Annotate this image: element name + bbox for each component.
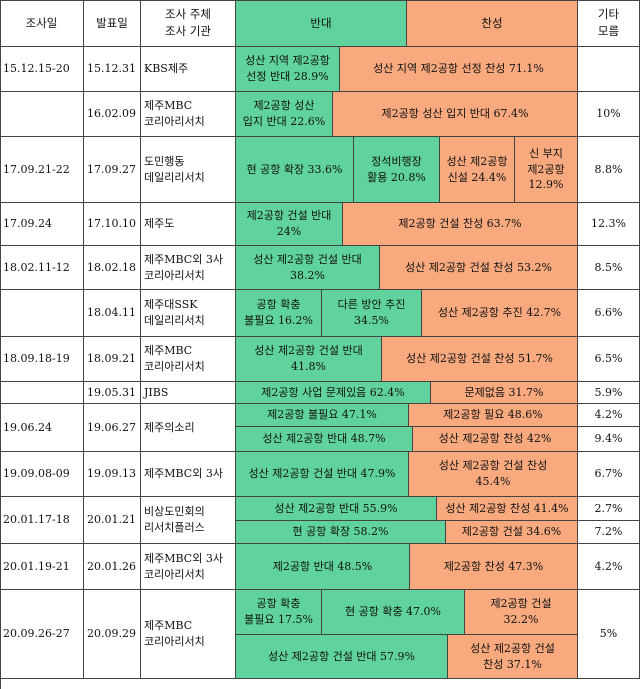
header-other: 기타 모름 [578, 0, 640, 47]
support-segment: 제2공항 건설 32.2% [465, 590, 578, 635]
other-value: 7.2% [578, 521, 640, 544]
survey-date: 18.02.11-12 [0, 246, 84, 290]
oppose-segment: 성산 지역 제2공항 선정 반대 28.9% [236, 47, 340, 92]
oppose-segment: 성산 제2공항 건설 반대 41.8% [236, 337, 382, 382]
org: JIBS [141, 382, 236, 404]
oppose-segment: 성산 제2공항 건설 반대 38.2% [236, 246, 380, 290]
oppose-segment: 성산 제2공항 반대 55.9% [236, 497, 437, 521]
survey-date: 17.09.21-22 [0, 137, 84, 203]
support-segment: 성산 제2공항 건설 찬성 51.7% [382, 337, 578, 382]
support-segment: 신 부지 제2공항 12.9% [515, 137, 578, 203]
pub-date: 19.06.27 [84, 404, 141, 452]
pub-date: 20.09.29 [84, 590, 141, 679]
org: 제주도 [141, 203, 236, 246]
other-value: 5% [578, 590, 640, 679]
oppose-segment: 정석비행장 활용 20.8% [354, 137, 440, 203]
oppose-segment: 제2공항 불필요 47.1% [236, 404, 409, 427]
other-value: 6.6% [578, 290, 640, 337]
support-segment: 제2공항 찬성 47.3% [410, 544, 578, 590]
support-segment: 성산 제2공항 찬성 42% [413, 427, 578, 452]
org: KBS제주 [141, 47, 236, 92]
oppose-segment: 성산 제2공항 건설 반대 57.9% [236, 635, 448, 679]
support-segment: 성산 제2공항 건설 찬성 37.1% [448, 635, 578, 679]
support-segment: 문제없음 31.7% [431, 382, 578, 404]
org: 제주MBC외 3사 코리아리서치 [141, 544, 236, 590]
pub-date: 17.10.10 [84, 203, 141, 246]
pub-date: 20.01.26 [84, 544, 141, 590]
pub-date: 18.02.18 [84, 246, 141, 290]
survey-date: 18.09.18-19 [0, 337, 84, 382]
org: 제주MBC 코리아리서치 [141, 337, 236, 382]
support-segment: 성산 제2공항 건설 찬성 53.2% [380, 246, 578, 290]
header-oppose: 반대 [236, 0, 407, 47]
org: 제주MBC외 3사 [141, 452, 236, 497]
oppose-segment: 제2공항 사업 문제있음 62.4% [236, 382, 431, 404]
survey-date [0, 382, 84, 404]
survey-date: 17.09.24 [0, 203, 84, 246]
survey-date [0, 290, 84, 337]
org: 제주대SSK 데일리리서치 [141, 290, 236, 337]
support-segment: 성산 지역 제2공항 선정 찬성 71.1% [340, 47, 578, 92]
other-value: 8.8% [578, 137, 640, 203]
oppose-segment: 제2공항 성산 입지 반대 22.6% [236, 92, 333, 137]
oppose-segment: 공항 확충 불필요 17.5% [236, 590, 322, 635]
pub-date: 18.04.11 [84, 290, 141, 337]
other-value: 4.2% [578, 404, 640, 427]
survey-date: 20.01.19-21 [0, 544, 84, 590]
other-value: 10% [578, 92, 640, 137]
oppose-segment: 현 공항 확충 47.0% [322, 590, 465, 635]
oppose-segment: 성산 제2공항 반대 48.7% [236, 427, 413, 452]
support-segment: 제2공항 성산 입지 반대 67.4% [333, 92, 578, 137]
other-value: 9.4% [578, 427, 640, 452]
support-segment: 성산 제2공항 건설 찬성 45.4% [409, 452, 578, 497]
pub-date: 17.09.27 [84, 137, 141, 203]
pub-date: 18.09.21 [84, 337, 141, 382]
org: 제주MBC 코리아리서치 [141, 590, 236, 679]
other-value: 5.9% [578, 382, 640, 404]
pub-date: 16.02.09 [84, 92, 141, 137]
header-support: 찬성 [407, 0, 578, 47]
pub-date: 20.01.21 [84, 497, 141, 544]
header-survey-date: 조사일 [0, 0, 84, 47]
other-value: 12.3% [578, 203, 640, 246]
pub-date: 15.12.31 [84, 47, 141, 92]
oppose-segment: 제2공항 반대 48.5% [236, 544, 410, 590]
pub-date: 19.09.13 [84, 452, 141, 497]
survey-date: 15.12.15-20 [0, 47, 84, 92]
oppose-segment: 다른 방안 추진 34.5% [322, 290, 422, 337]
support-segment: 제2공항 건설 찬성 63.7% [343, 203, 578, 246]
oppose-segment: 현 공항 확장 33.6% [236, 137, 354, 203]
support-segment: 제2공항 필요 48.6% [409, 404, 578, 427]
oppose-segment: 현 공항 확장 58.2% [236, 521, 446, 544]
org: 제주의소리 [141, 404, 236, 452]
survey-date: 19.09.08-09 [0, 452, 84, 497]
oppose-segment: 제2공항 건설 반대 24% [236, 203, 343, 246]
support-segment: 성산 제2공항 찬성 41.4% [437, 497, 578, 521]
header-org: 조사 주체 조사 기관 [141, 0, 236, 47]
support-segment: 제2공항 건설 34.6% [446, 521, 578, 544]
other-value [578, 47, 640, 92]
support-segment: 성산 제2공항 신설 24.4% [440, 137, 515, 203]
survey-date [0, 92, 84, 137]
other-value: 6.7% [578, 452, 640, 497]
org: 도민행동 데일리리서치 [141, 137, 236, 203]
pub-date: 19.05.31 [84, 382, 141, 404]
other-value: 2.7% [578, 497, 640, 521]
survey-date: 20.09.26-27 [0, 590, 84, 679]
support-segment: 성산 제2공항 추진 42.7% [422, 290, 578, 337]
other-value: 8.5% [578, 246, 640, 290]
header-pub-date: 발표일 [84, 0, 141, 47]
other-value: 6.5% [578, 337, 640, 382]
survey-date: 20.01.17-18 [0, 497, 84, 544]
other-value: 4.2% [578, 544, 640, 590]
org: 비상도민회의 리서치플러스 [141, 497, 236, 544]
oppose-segment: 공항 확충 불필요 16.2% [236, 290, 322, 337]
org: 제주MBC 코리아리서치 [141, 92, 236, 137]
oppose-segment: 성산 제2공항 건설 반대 47.9% [236, 452, 409, 497]
org: 제주MBC외 3사 코리아리서치 [141, 246, 236, 290]
survey-date: 19.06.24 [0, 404, 84, 452]
